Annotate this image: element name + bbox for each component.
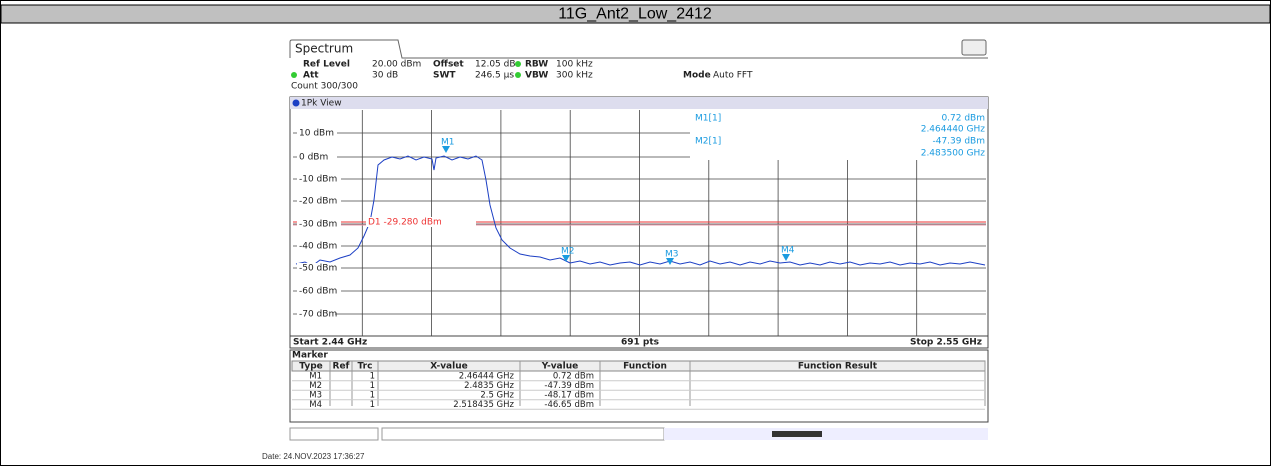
table-cell: 1 [370, 381, 375, 391]
table-header-cell: X-value [430, 362, 467, 372]
marker-label: M3 [665, 250, 679, 260]
y-label: -70 dBm [299, 310, 337, 320]
table-cell: -47.39 dBm [544, 381, 594, 391]
table-cell: M1 [309, 372, 322, 382]
label-bg [297, 286, 341, 296]
y-label: -60 dBm [299, 287, 337, 297]
marker-label: M4 [781, 246, 795, 256]
table-title: Marker [292, 351, 328, 361]
table-cell: M2 [309, 381, 322, 391]
display-line-label: D1 -29.280 dBm [368, 218, 442, 228]
table-cell: -46.65 dBm [544, 400, 594, 410]
label-bg [297, 219, 341, 229]
marker [442, 146, 450, 153]
marker-label: M2 [561, 247, 575, 257]
marker [782, 254, 790, 261]
setting: 30 dB [372, 71, 398, 81]
table-cell: 2.518435 GHz [453, 400, 514, 410]
footer: 691 pts [621, 338, 659, 348]
setting: 20.00 dBm [372, 60, 421, 70]
marker [562, 255, 570, 262]
table-header-cell: Y-value [541, 362, 578, 372]
dot [292, 99, 300, 107]
y-label: -30 dBm [299, 220, 337, 230]
dot [291, 72, 297, 78]
setting: 246.5 µs [475, 71, 514, 81]
label-bg [297, 196, 341, 206]
label-bg [297, 128, 337, 138]
readout: 2.464440 GHz [921, 125, 986, 135]
label-bg [366, 217, 476, 227]
y-label: -20 dBm [299, 197, 337, 207]
view-label: 1Pk View [301, 99, 342, 109]
y-label: 0 dBm [299, 153, 328, 163]
y-label: -10 dBm [299, 175, 337, 185]
setting: SWT [433, 71, 456, 81]
readout: 0.72 dBm [941, 114, 985, 124]
setting: Att [303, 71, 319, 81]
table-header-cell: Type [299, 362, 322, 372]
footer: Stop 2.55 GHz [910, 338, 982, 348]
label-bg [297, 309, 335, 319]
dot [515, 72, 521, 78]
readout-box [690, 110, 986, 160]
table-header-cell: Trc [358, 362, 373, 372]
readout: M2[1] [695, 137, 721, 147]
setting: Offset [433, 60, 464, 70]
setting: Mode [683, 71, 711, 81]
table-header-cell: Function [623, 362, 667, 372]
footer: Start 2.44 GHz [293, 338, 367, 348]
setting: VBW [525, 71, 548, 81]
table-cell: 2.46444 GHz [459, 372, 515, 382]
tab-label: Spectrum [295, 42, 353, 56]
title-row [0, 4, 1271, 24]
setting: Ref Level [303, 60, 350, 70]
label-bg [297, 263, 341, 273]
readout: -47.39 dBm [932, 137, 985, 147]
table-header-cell: Function Result [798, 362, 878, 372]
table-cell: 2.4835 GHz [464, 381, 514, 391]
status-box [289, 427, 379, 441]
icon [961, 39, 987, 56]
setting: Count 300/300 [291, 82, 358, 92]
setting: RBW [525, 60, 548, 70]
dot [515, 61, 521, 67]
table-cell: M4 [309, 400, 322, 410]
table-cell: 1 [370, 372, 375, 382]
label-bg [297, 174, 341, 184]
date: Date: 24.NOV.2023 17:36:27 [262, 452, 365, 461]
status-box [381, 427, 665, 441]
status-bar [664, 428, 988, 440]
marker [666, 258, 674, 265]
marker-label: M1 [441, 138, 455, 148]
trace [295, 155, 986, 267]
table-cell: -48.17 dBm [544, 391, 594, 401]
table-cell: 0.72 dBm [553, 372, 594, 382]
progress [772, 431, 822, 437]
table-header-cell: Ref [333, 362, 350, 372]
table-cell: 1 [370, 391, 375, 401]
setting: 100 kHz [556, 60, 593, 70]
label-bg [297, 241, 341, 251]
table-cell: M3 [309, 391, 322, 401]
title: 11G_Ant2_Low_2412 [558, 6, 712, 23]
setting: 12.05 dB [475, 60, 516, 70]
readout: M1[1] [695, 114, 721, 124]
setting: Auto FFT [713, 71, 753, 81]
view-bar [290, 97, 988, 109]
tab [289, 39, 988, 59]
label-bg [297, 152, 337, 162]
setting: 300 kHz [556, 71, 593, 81]
table-cell: 1 [370, 400, 375, 410]
y-label: -40 dBm [299, 242, 337, 252]
readout: 2.483500 GHz [921, 149, 986, 159]
y-label: -50 dBm [299, 264, 337, 274]
table-cell: 2.5 GHz [480, 391, 514, 401]
y-label: 10 dBm [299, 129, 334, 139]
